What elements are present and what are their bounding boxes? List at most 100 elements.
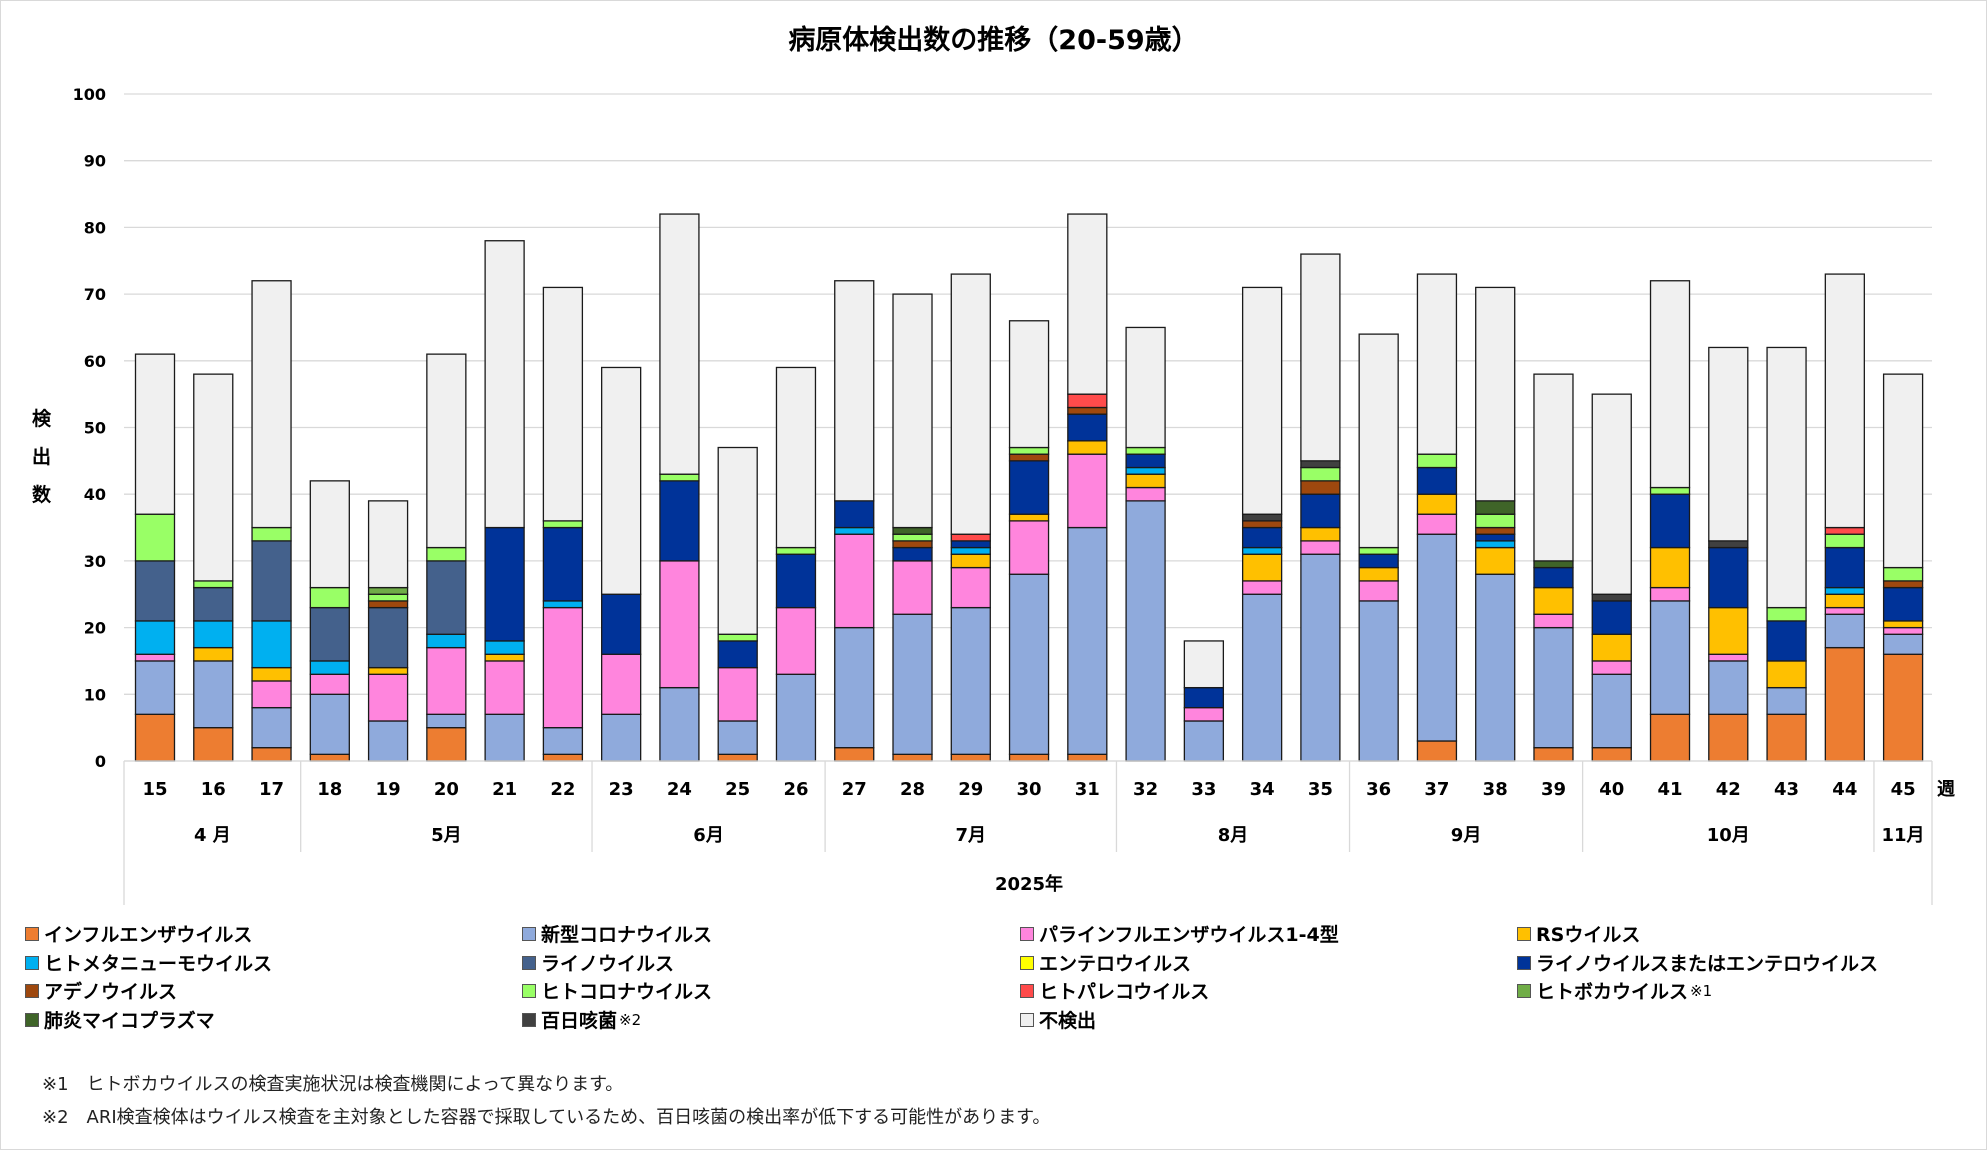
bar-week-27 (834, 280, 875, 762)
bar-segment (1475, 526, 1516, 535)
bar-segment (1824, 546, 1865, 589)
bar-segment (1067, 526, 1108, 755)
bar-segment (834, 526, 875, 535)
month-label: 9月 (1451, 825, 1482, 846)
bar-week-34 (1241, 286, 1283, 762)
x-tick-label: 18 (317, 779, 342, 800)
bar-segment (717, 753, 758, 762)
bar-segment (542, 727, 584, 755)
month-label: 7月 (956, 825, 987, 846)
bar-segment (1241, 580, 1283, 595)
bar-segment (193, 646, 234, 662)
bar-segment (367, 586, 409, 595)
bar-week-19 (367, 500, 409, 762)
bar-segment (601, 713, 642, 762)
bar-segment (1300, 253, 1341, 462)
legend-footnote-mark: ※1 (1690, 981, 1713, 1000)
bar-segment (1708, 606, 1749, 655)
legend-item: ライノウイルスまたはエンテロウイルス (1517, 949, 1878, 976)
footnote-1: ※1 ヒトボカウイルスの検査実施状況は検査機関によって異なります。 (42, 1074, 624, 1095)
bar-segment (309, 673, 350, 695)
bar-segment (134, 660, 176, 715)
bar-segment (1766, 606, 1807, 622)
bar-segment (1300, 553, 1341, 762)
bar-segment (367, 606, 409, 669)
legend-footnote-mark: ※2 (619, 1010, 642, 1029)
bar-segment (367, 593, 409, 602)
bar-segment (1591, 600, 1632, 635)
legend-label: インフルエンザウイルス (44, 924, 253, 946)
bar-segment (1824, 526, 1865, 535)
bar-segment (1882, 620, 1924, 629)
bar-segment (775, 553, 817, 609)
bar-segment (1416, 513, 1458, 535)
bar-segment (1649, 600, 1691, 715)
y-axis-label-char-2: 出 (32, 446, 52, 468)
legend-label: ヒトメタニューモウイルス (44, 953, 273, 975)
bar-segment (367, 666, 409, 675)
bar-segment (1591, 393, 1632, 595)
bar-segment (1882, 586, 1924, 622)
bar-segment (309, 480, 350, 589)
bar-segment (1183, 720, 1225, 762)
bar-segment (1416, 453, 1458, 469)
bar-segment (1241, 513, 1283, 522)
bar-segment (1358, 580, 1399, 602)
bar-week-31 (1067, 213, 1108, 762)
bar-segment (1067, 213, 1108, 395)
bar-segment (1125, 326, 1166, 449)
bar-segment (659, 213, 700, 475)
bar-segment (1125, 486, 1166, 502)
bar-segment (484, 526, 525, 642)
bar-segment (892, 293, 933, 529)
bar-segment (1067, 393, 1108, 409)
bar-segment (1358, 546, 1399, 555)
bar-segment (1241, 546, 1283, 555)
bar-segment (1475, 286, 1516, 502)
bar-week-36 (1358, 333, 1399, 762)
legend-label: ヒトパレコウイルス (1039, 981, 1210, 1003)
bar-segment (1008, 513, 1050, 522)
bar-segment (251, 747, 292, 762)
bar-segment (134, 353, 176, 515)
legend-swatch (25, 983, 39, 998)
bar-segment (1533, 566, 1574, 589)
legend-item: パラインフルエンザウイルス1-4型 (1020, 920, 1339, 947)
bar-segment (484, 713, 525, 762)
legend-swatch (1020, 1012, 1034, 1027)
bar-segment (1416, 740, 1458, 762)
bar-segment (1358, 553, 1399, 569)
bar-segment (426, 646, 467, 715)
bar-week-30 (1008, 320, 1050, 762)
bar-segment (193, 580, 234, 589)
month-label: 10月 (1707, 825, 1750, 846)
legend-swatch (522, 955, 536, 970)
bar-week-16 (193, 373, 234, 762)
y-axis-label-char-3: 数 (32, 484, 52, 506)
bar-segment (1882, 626, 1924, 635)
bar-segment (193, 727, 234, 762)
x-axis: 15 16 17 18 19 20 21 22 23 24 25 26 27 28 29 30 31 32 33 34… (123, 760, 1955, 905)
bar-segment (1882, 373, 1924, 569)
legend-label: アデノウイルス (44, 981, 178, 1003)
bar-segment (1416, 273, 1458, 455)
bar-segment (950, 533, 991, 542)
bar-segment (892, 560, 933, 615)
bar-segment (1008, 573, 1050, 755)
bar-segment (1533, 747, 1574, 762)
x-tick-label: 29 (958, 779, 983, 800)
bar-segment (659, 686, 700, 762)
bar-segment (1358, 600, 1399, 762)
bar-segment (1708, 653, 1749, 662)
x-tick-label: 19 (376, 779, 401, 800)
month-label: 4 月 (194, 825, 231, 846)
bar-segment (775, 546, 817, 555)
bar-segment (309, 693, 350, 755)
bar-segment (251, 280, 292, 529)
x-tick-label: 43 (1774, 779, 1799, 800)
bar-segment (1008, 453, 1050, 462)
bar-segment (950, 540, 991, 549)
x-tick-label: 38 (1483, 779, 1508, 800)
bar-segment (193, 373, 234, 582)
bar-segment (251, 620, 292, 669)
